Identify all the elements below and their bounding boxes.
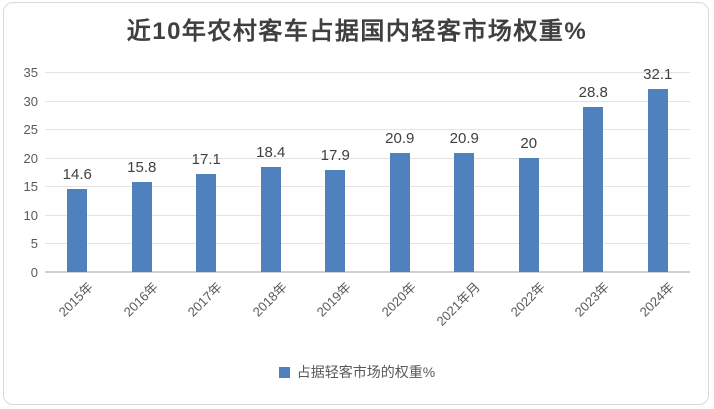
bar xyxy=(583,107,604,272)
x-axis-label: 2018年 xyxy=(249,279,290,320)
x-axis-line xyxy=(45,271,690,273)
bar xyxy=(131,181,152,272)
gridline xyxy=(45,129,690,131)
legend: 占据轻客市场的权重% xyxy=(0,362,714,382)
x-axis-label: 2016年 xyxy=(120,279,161,320)
y-axis-label: 0 xyxy=(30,265,38,280)
bar-value-label: 17.1 xyxy=(191,151,221,169)
bar xyxy=(196,174,217,272)
y-axis-label: 35 xyxy=(23,65,38,80)
x-axis-label: 2023年 xyxy=(571,279,613,320)
chart-title: 近10年农村客车占据国内轻客市场权重% xyxy=(126,18,588,45)
bar-value-label: 28.8 xyxy=(578,84,608,102)
y-axis-label: 15 xyxy=(23,179,38,195)
x-axis-label: 2020年 xyxy=(378,279,419,320)
bar-value-label: 17.9 xyxy=(320,146,350,164)
bar xyxy=(260,166,281,272)
gridline xyxy=(45,157,690,159)
gridline xyxy=(45,186,690,188)
gridline xyxy=(45,100,690,102)
bar-value-label: 20 xyxy=(520,134,538,152)
x-axis-label: 2019年 xyxy=(313,279,355,320)
legend-swatch-icon xyxy=(278,366,290,378)
x-axis-label: 2022年 xyxy=(507,279,548,320)
x-axis-label: 2024年 xyxy=(636,279,677,320)
x-axis-label: 2015年 xyxy=(55,279,97,320)
bar xyxy=(325,169,346,272)
bar xyxy=(647,88,668,272)
y-axis-label: 10 xyxy=(23,207,38,223)
bar-value-label: 14.6 xyxy=(62,165,92,183)
y-axis-label: 5 xyxy=(30,236,38,252)
bar xyxy=(454,152,475,272)
legend-label: 占据轻客市场的权重% xyxy=(296,364,436,380)
bar-value-label: 20.9 xyxy=(385,129,415,147)
bar-value-label: 20.9 xyxy=(449,129,479,147)
bar-value-label: 32.1 xyxy=(643,65,673,83)
x-axis-label: 2017年 xyxy=(184,279,226,320)
gridline xyxy=(45,214,690,216)
bar xyxy=(389,152,410,272)
bar-value-label: 15.8 xyxy=(127,158,157,176)
gridline xyxy=(45,243,690,245)
bar xyxy=(518,157,539,272)
y-axis-label: 25 xyxy=(23,122,38,138)
gridline xyxy=(45,72,690,73)
x-axis-label: 2021年月 xyxy=(433,279,484,329)
y-axis-label: 20 xyxy=(23,150,38,166)
y-axis-label: 30 xyxy=(23,93,38,109)
bar xyxy=(67,188,88,272)
bar-value-label: 18.4 xyxy=(256,143,286,161)
